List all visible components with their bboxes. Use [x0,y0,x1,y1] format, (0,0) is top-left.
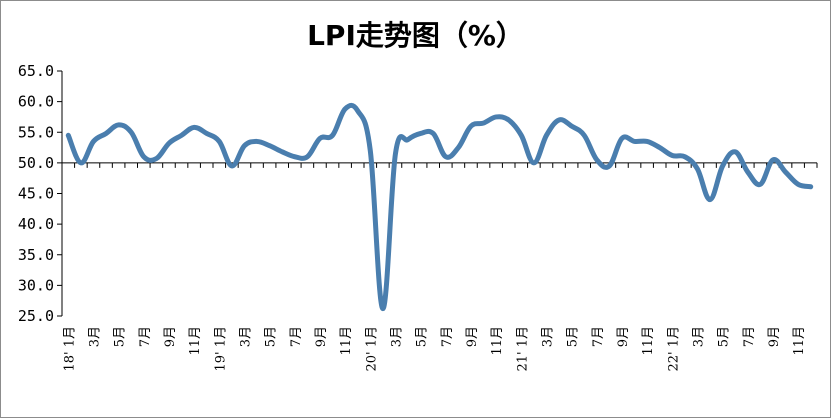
x-tick-label: 11月 [641,326,656,356]
x-tick-label: 19' 1月 [213,326,228,372]
x-tick-label: 7月 [138,326,153,347]
x-tick-label: 9月 [314,326,329,347]
x-tick-label: 22' 1月 [666,326,681,372]
x-tick-label: 7月 [742,326,757,347]
y-tick-label: 30.0 [18,276,54,294]
x-tick-label: 9月 [163,326,178,347]
x-tick-label: 5月 [717,326,732,347]
y-tick-label: 40.0 [18,215,54,233]
x-tick-label: 18' 1月 [62,326,77,372]
chart-title: LPI走势图（%） [307,19,524,52]
x-tick-label: 7月 [591,326,606,347]
x-tick-label: 5月 [264,326,279,347]
x-tick-label: 7月 [289,326,304,347]
x-tick-label: 11月 [339,326,354,356]
x-tick-label: 5月 [415,326,430,347]
x-tick-label: 11月 [792,326,807,356]
x-tick-label: 9月 [465,326,480,347]
y-tick-label: 45.0 [18,185,54,203]
y-tick-label: 60.0 [18,93,54,111]
x-tick-label: 5月 [566,326,581,347]
lpi-series-line [65,102,814,312]
x-tick-label: 21' 1月 [515,326,530,372]
y-axis: 65.0 60.0 55.0 50.0 45.0 40.0 35.0 30.0 25.0 [18,62,63,325]
y-tick-label: 35.0 [18,246,54,264]
x-tick-label: 9月 [616,326,631,347]
x-tick-label: 9月 [767,326,782,347]
x-tick-label: 5月 [113,326,128,347]
x-tick-label: 7月 [440,326,455,347]
y-tick-label: 55.0 [18,123,54,141]
y-tick-label: 50.0 [18,154,54,172]
x-tick-label: 3月 [238,326,253,347]
x-tick-label: 20' 1月 [364,326,379,372]
x-tick-label: 3月 [540,326,555,347]
y-tick-label: 65.0 [18,62,54,80]
x-tick-label: 3月 [389,326,404,347]
series-layer [65,102,814,312]
x-tick-label: 11月 [490,326,505,356]
x-tick-label: 3月 [87,326,102,347]
x-axis: 18' 1月 3月 5月 7月 9月 11月 19' 1月 3月 5月 7月 9月 11月 20' 1月… [61,162,818,372]
x-tick-label: 3月 [691,326,706,347]
y-tick-label: 25.0 [18,307,54,325]
x-tick-label: 11月 [188,326,203,356]
